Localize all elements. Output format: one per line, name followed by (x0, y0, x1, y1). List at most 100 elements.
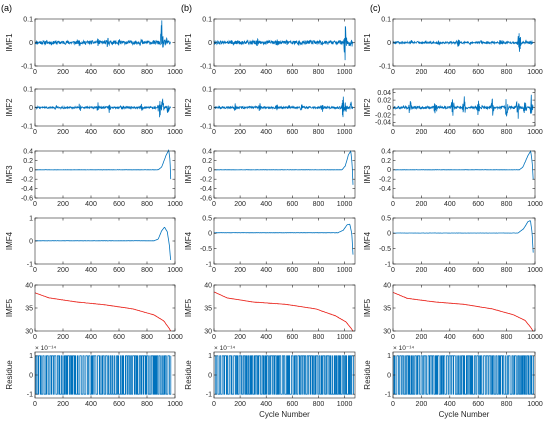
series-imf4-line (392, 220, 534, 253)
y-tick-label: -0.04 (375, 120, 391, 127)
y-tick-label: -0.6 (200, 195, 212, 202)
series-imf5-line (392, 292, 534, 332)
y-tick-label: 0.4 (23, 148, 33, 155)
y-tick-label: 0.04 (377, 90, 391, 97)
x-tick-label: 0 (212, 334, 216, 341)
x-tick-label: 1000 (167, 401, 183, 408)
x-tick-label: 0 (391, 69, 395, 76)
y-axis-label: IMF2 (5, 98, 14, 117)
panel-label-1: (b) (181, 3, 192, 13)
x-tick-label: 400 (85, 334, 97, 341)
x-tick-label: 1000 (337, 401, 353, 408)
x-tick-label: 400 (260, 201, 272, 208)
x-tick-label: 600 (113, 201, 125, 208)
series-imf2-line (392, 94, 534, 119)
x-tick-label: 600 (472, 129, 484, 136)
x-tick-label: 0 (391, 201, 395, 208)
y-tick-label: 0 (387, 40, 391, 47)
y-tick-label: -1 (27, 392, 33, 399)
y-axis-label: IMF5 (5, 298, 14, 317)
series-imf4-line (35, 226, 172, 261)
column-2: 0.10-0.10 200 400 600 800 1000IMF10.040.020-0… (363, 16, 543, 419)
x-tick-label: 1000 (167, 129, 183, 136)
y-tick-label: 0 (208, 372, 212, 379)
series-imf2-line (34, 98, 171, 118)
y-tick-label: -0.1 (200, 63, 212, 70)
y-tick-label: 0 (29, 167, 33, 174)
x-tick-label: 600 (472, 267, 484, 274)
x-tick-label: 0 (212, 201, 216, 208)
x-tick-label: 200 (57, 267, 69, 274)
y-axis-label: IMF3 (363, 165, 372, 184)
x-tick-label: 400 (260, 334, 272, 341)
x-tick-label: 1000 (527, 69, 543, 76)
x-tick-label: 400 (444, 401, 456, 408)
x-tick-label: 600 (472, 201, 484, 208)
axes-box (392, 217, 536, 265)
x-tick-label: 800 (141, 401, 153, 408)
y-axis-label: IMF2 (363, 98, 372, 117)
y-axis-label: IMF3 (5, 165, 14, 184)
y-tick-label: -0.6 (21, 195, 33, 202)
y-tick-label: -0.5 (200, 246, 212, 253)
axes-box (392, 284, 536, 332)
x-tick-label: 0 (33, 401, 37, 408)
series-imf3-line (214, 150, 354, 185)
x-tick-label: 200 (234, 129, 246, 136)
x-tick-label: 0 (33, 69, 37, 76)
y-tick-label: 0 (208, 105, 212, 112)
x-tick-label: 200 (416, 201, 428, 208)
y-tick-label: -1 (206, 392, 212, 399)
axes-box (213, 284, 356, 332)
x-tick-label: 200 (234, 69, 246, 76)
y-tick-label: -0.5 (379, 246, 391, 253)
x-tick-label: 400 (260, 401, 272, 408)
series-imf2-line (213, 96, 354, 118)
y-tick-label: 0 (29, 105, 33, 112)
x-tick-label: 1000 (527, 334, 543, 341)
y-tick-label: -0.02 (375, 112, 391, 119)
y-axis-label: IMF5 (363, 298, 372, 317)
y-tick-label: 0.1 (23, 16, 33, 23)
y-tick-label: 1 (208, 353, 212, 360)
y-axis-label: IMF5 (184, 298, 193, 317)
y-tick-label: 1 (387, 353, 391, 360)
x-tick-label: 800 (501, 201, 513, 208)
y-tick-label: 0.02 (377, 98, 391, 105)
x-tick-label: 400 (444, 201, 456, 208)
x-tick-label: 600 (113, 334, 125, 341)
y-axis-label: IMF4 (184, 231, 193, 250)
series-residue-line (35, 355, 172, 395)
y-axis-label: IMF3 (184, 165, 193, 184)
x-tick-label: 800 (313, 401, 325, 408)
axes-box (213, 150, 356, 199)
x-tick-label: 800 (313, 334, 325, 341)
y-axis-label: IMF4 (5, 231, 14, 250)
subplot-imf5: 40 35 300 200 400 600 800 1000 IMF5 (5, 282, 183, 341)
y-tick-label: 40 (383, 282, 391, 289)
y-tick-label: -0.4 (21, 186, 33, 193)
x-tick-label: 200 (234, 201, 246, 208)
x-tick-label: 800 (313, 201, 325, 208)
x-tick-label: 800 (141, 267, 153, 274)
y-exponent-label: × 10⁻¹⁴ (393, 345, 414, 352)
x-tick-label: 200 (416, 334, 428, 341)
y-tick-label: 1 (29, 215, 33, 222)
x-tick-label: 0 (391, 129, 395, 136)
x-tick-label: 400 (444, 334, 456, 341)
x-tick-label: 200 (234, 267, 246, 274)
x-tick-label: 200 (234, 334, 246, 341)
x-tick-label: 0 (212, 69, 216, 76)
series-imf4-line (213, 223, 354, 255)
y-axis-label: IMF4 (363, 231, 372, 250)
y-axis-label: IMF1 (5, 33, 14, 52)
x-tick-label: 0 (33, 129, 37, 136)
x-tick-label: 200 (57, 129, 69, 136)
series-imf1-line (213, 26, 354, 61)
